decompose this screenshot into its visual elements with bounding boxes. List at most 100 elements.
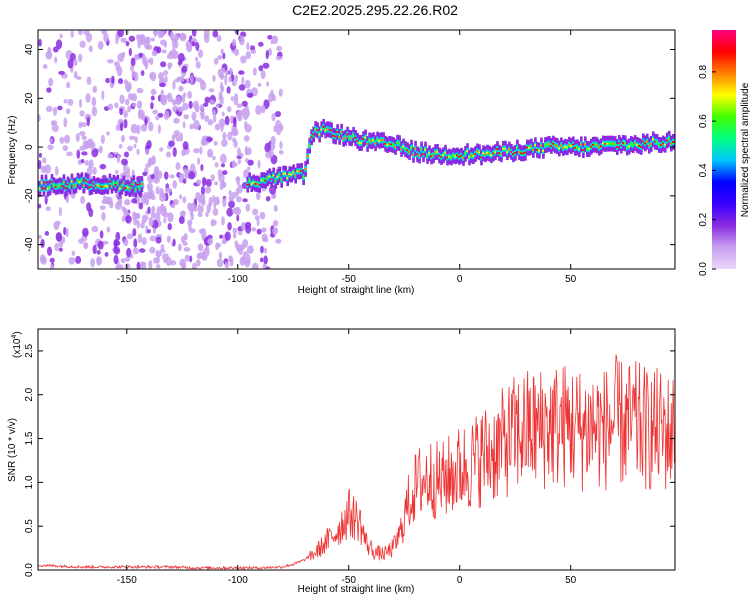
heatmap-cell [63, 226, 67, 236]
heatmap-cell [117, 78, 124, 85]
heatmap-cell [160, 61, 167, 68]
heatmap-cell [58, 206, 62, 217]
heatmap-cell [276, 45, 283, 51]
heatmap-cell [226, 207, 234, 217]
heatmap-cell [252, 181, 256, 184]
heatmap-cell [637, 145, 641, 147]
heatmap-cell [112, 181, 116, 184]
heatmap-cell [59, 136, 65, 144]
heatmap-cell [643, 142, 647, 145]
heatmap-cell [418, 154, 421, 157]
heatmap-cell [166, 235, 171, 243]
heatmap-cell [150, 95, 155, 101]
heatmap-cell [72, 185, 76, 187]
heatmap-cell [63, 99, 68, 104]
heatmap-cell [278, 88, 283, 97]
heatmap-cell [272, 219, 279, 227]
heatmap-cell [201, 254, 208, 261]
heatmap-cell [428, 152, 431, 155]
heatmap-cell [558, 147, 561, 150]
heatmap-cell [119, 94, 125, 105]
heatmap-cell [304, 168, 307, 170]
heatmap-cell [655, 141, 659, 143]
heatmap-cell [408, 151, 411, 153]
heatmap-cell [196, 253, 203, 260]
heatmap-cell [94, 185, 98, 187]
heatmap-cell [216, 199, 220, 204]
heatmap-cell [208, 197, 213, 207]
heatmap-cell [117, 30, 124, 38]
heatmap-cell [464, 152, 467, 155]
heatmap-cell [252, 67, 257, 76]
heatmap-cell [65, 195, 70, 204]
heatmap-cell [233, 48, 240, 56]
heatmap-cell [73, 71, 78, 79]
heatmap-cell [219, 153, 227, 164]
snr-y-tick-label: 2.5 [24, 344, 35, 358]
heatmap-cell [255, 191, 261, 201]
heatmap-cell [62, 181, 66, 184]
heatmap-cell [462, 157, 465, 159]
heatmap-cell [128, 188, 132, 190]
snr-x-label: Height of straight line (km) [298, 584, 415, 595]
heatmap-cell [63, 117, 68, 128]
heatmap-cell [86, 76, 92, 85]
heatmap-cell [183, 233, 188, 241]
colorbar-ticks: 0.0 0.2 0.4 0.6 0.8 [698, 64, 716, 276]
heatmap-cell [219, 234, 224, 239]
heatmap-cell [226, 106, 232, 113]
snr-multiplier-exponent: 4 [11, 335, 18, 339]
heatmap-cell [126, 233, 134, 240]
heatmap-cell [275, 238, 282, 244]
heatmap-cell [139, 33, 146, 44]
heatmap-cell [52, 184, 56, 187]
heatmap-cell [147, 229, 151, 234]
heatmap-marks [38, 30, 675, 269]
heatmap-cell [562, 147, 565, 149]
heatmap-cell [200, 228, 207, 238]
heatmap-cell [492, 152, 495, 155]
heatmap-cell [177, 60, 183, 66]
heatmap-cell [663, 143, 667, 146]
heatmap-cell [150, 37, 155, 42]
heatmap-cell [131, 198, 138, 204]
heatmap-cell [99, 230, 104, 239]
heatmap-cell [615, 146, 619, 148]
heatmap-cell [410, 146, 413, 149]
heatmap-cell [157, 72, 165, 81]
heatmap-cell [588, 148, 591, 150]
heatmap-cell [208, 88, 215, 93]
heatmap-cell [209, 99, 215, 105]
heatmap-cell [165, 151, 172, 158]
heatmap-cell [606, 142, 609, 145]
heatmap-cell [184, 254, 190, 262]
heatmap-cell [360, 142, 363, 144]
heatmap-cell [130, 253, 134, 259]
heatmap-cell [294, 174, 297, 177]
heatmap-cell [446, 156, 449, 159]
heatmap-cell [148, 121, 154, 132]
heatmap-cell [132, 247, 139, 255]
heatmap-cell [38, 38, 42, 47]
heatmap-cell [402, 145, 405, 148]
heatmap-cell [540, 144, 543, 147]
heatmap-cell [82, 227, 89, 237]
heatmap-cell [182, 178, 187, 184]
heatmap-cell [450, 156, 453, 159]
heatmap-cell [212, 113, 217, 124]
snr-panel: -150 -100 -50 0 50 0.0 0.5 1.0 1.5 2.0 2.5 Height… [7, 328, 676, 595]
heatmap-cell [362, 138, 365, 141]
heatmap-cell [68, 185, 72, 188]
heatmap-cell [444, 151, 447, 154]
heatmap-cell [104, 184, 108, 187]
heatmap-cell [292, 171, 295, 174]
heatmap-cell [110, 184, 114, 187]
colorbar-tick-label: 0.2 [698, 212, 709, 226]
spectrogram-x-tick-label: -50 [342, 274, 357, 285]
heatmap-cell [228, 189, 232, 197]
snr-series-line [38, 354, 675, 570]
heatmap-cell [197, 212, 203, 218]
spectrogram-y-label: Frequency (Hz) [7, 116, 18, 185]
heatmap-cell [163, 216, 167, 224]
heatmap-cell [206, 136, 213, 142]
